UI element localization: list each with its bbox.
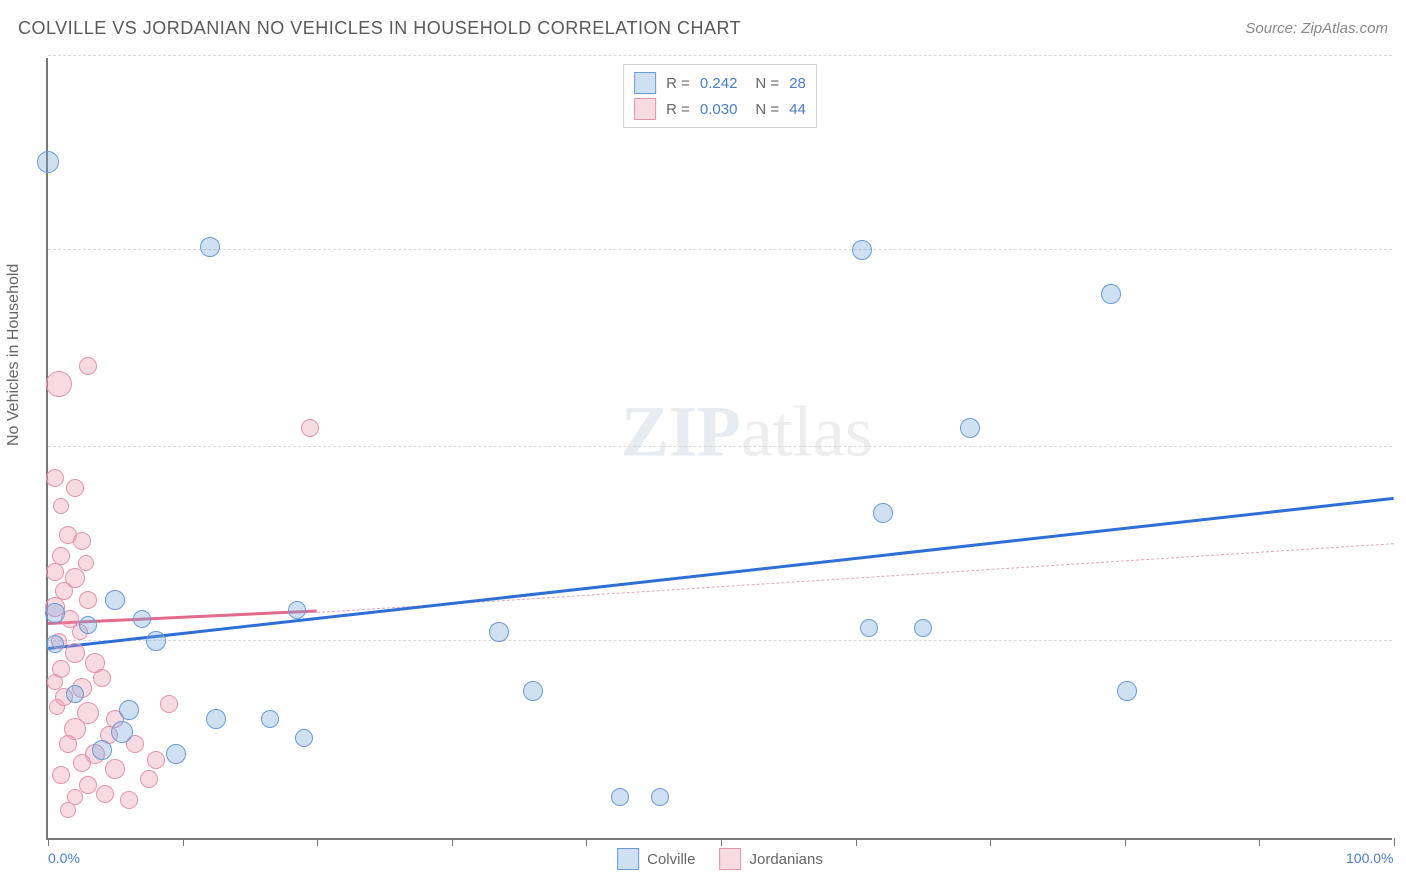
point-colville xyxy=(146,631,166,651)
gridline xyxy=(48,55,1392,56)
point-colville xyxy=(166,744,186,764)
point-colville xyxy=(873,503,893,523)
x-tick xyxy=(1125,838,1126,846)
x-tick xyxy=(990,838,991,846)
point-colville xyxy=(288,601,306,619)
point-jordanians xyxy=(78,555,94,571)
source-credit: Source: ZipAtlas.com xyxy=(1245,20,1388,37)
point-colville xyxy=(489,622,509,642)
legend-correlation: R = 0.242 N = 28 R = 0.030 N = 44 xyxy=(623,64,817,128)
point-jordanians xyxy=(53,498,69,514)
swatch-jordanians xyxy=(719,848,741,870)
point-colville xyxy=(1101,284,1121,304)
point-colville xyxy=(105,590,125,610)
x-tick xyxy=(586,838,587,846)
point-jordanians xyxy=(46,469,64,487)
regression-colville xyxy=(48,497,1394,650)
gridline xyxy=(48,640,1392,641)
gridline xyxy=(48,249,1392,250)
point-colville xyxy=(37,151,59,173)
plot-area: ZIPatlas R = 0.242 N = 28 R = 0.030 N = … xyxy=(46,58,1392,840)
x-tick xyxy=(452,838,453,846)
point-jordanians xyxy=(60,802,76,818)
point-jordanians xyxy=(96,785,114,803)
point-jordanians xyxy=(49,699,65,715)
point-colville xyxy=(651,788,669,806)
point-jordanians xyxy=(93,669,111,687)
x-tick xyxy=(721,838,722,846)
x-tick xyxy=(48,838,49,846)
point-colville xyxy=(66,685,84,703)
point-jordanians xyxy=(65,643,85,663)
x-tick xyxy=(183,838,184,846)
point-jordanians xyxy=(160,695,178,713)
point-colville xyxy=(206,709,226,729)
n-value-colville: 28 xyxy=(789,75,806,92)
point-jordanians xyxy=(147,751,165,769)
chart-container: COLVILLE VS JORDANIAN NO VEHICLES IN HOU… xyxy=(0,0,1406,892)
point-colville xyxy=(133,610,151,628)
point-colville xyxy=(1117,681,1137,701)
x-tick xyxy=(1259,838,1260,846)
point-colville xyxy=(261,710,279,728)
swatch-colville xyxy=(634,72,656,94)
point-jordanians xyxy=(73,532,91,550)
point-colville xyxy=(79,616,97,634)
point-colville xyxy=(860,619,878,637)
legend-item-colville: Colville xyxy=(617,848,695,870)
x-tick xyxy=(856,838,857,846)
point-colville xyxy=(92,740,112,760)
point-jordanians xyxy=(79,776,97,794)
point-jordanians xyxy=(46,371,72,397)
point-colville xyxy=(295,729,313,747)
chart-title: COLVILLE VS JORDANIAN NO VEHICLES IN HOU… xyxy=(18,18,741,39)
point-jordanians xyxy=(79,591,97,609)
x-tick xyxy=(1394,838,1395,846)
point-jordanians xyxy=(140,770,158,788)
point-jordanians xyxy=(73,754,91,772)
watermark: ZIPatlas xyxy=(621,391,873,474)
point-colville xyxy=(960,418,980,438)
point-jordanians xyxy=(79,357,97,375)
point-colville xyxy=(611,788,629,806)
legend-series: Colville Jordanians xyxy=(617,848,823,870)
gridline xyxy=(48,446,1392,447)
swatch-jordanians xyxy=(634,98,656,120)
swatch-colville xyxy=(617,848,639,870)
point-jordanians xyxy=(66,479,84,497)
regression-jordanians-extrapolated xyxy=(317,543,1394,613)
point-jordanians xyxy=(301,419,319,437)
point-jordanians xyxy=(105,759,125,779)
point-colville xyxy=(119,700,139,720)
x-tick-label: 0.0% xyxy=(48,850,80,866)
point-jordanians xyxy=(120,791,138,809)
x-tick xyxy=(317,838,318,846)
point-colville xyxy=(45,603,65,623)
point-jordanians xyxy=(46,563,64,581)
legend-row-colville: R = 0.242 N = 28 xyxy=(634,70,806,96)
point-jordanians xyxy=(59,735,77,753)
n-value-jordanians: 44 xyxy=(789,101,806,118)
point-colville xyxy=(200,237,220,257)
header: COLVILLE VS JORDANIAN NO VEHICLES IN HOU… xyxy=(18,18,1388,39)
point-jordanians xyxy=(52,766,70,784)
point-colville xyxy=(111,721,133,743)
r-value-jordanians: 0.030 xyxy=(700,101,738,118)
legend-item-jordanians: Jordanians xyxy=(719,848,822,870)
y-axis-title: No Vehicles in Household xyxy=(5,264,23,446)
point-jordanians xyxy=(47,674,63,690)
legend-row-jordanians: R = 0.030 N = 44 xyxy=(634,96,806,122)
point-colville xyxy=(852,240,872,260)
x-tick-label: 100.0% xyxy=(1346,850,1393,866)
point-colville xyxy=(46,635,64,653)
point-colville xyxy=(523,681,543,701)
r-value-colville: 0.242 xyxy=(700,75,738,92)
point-colville xyxy=(914,619,932,637)
